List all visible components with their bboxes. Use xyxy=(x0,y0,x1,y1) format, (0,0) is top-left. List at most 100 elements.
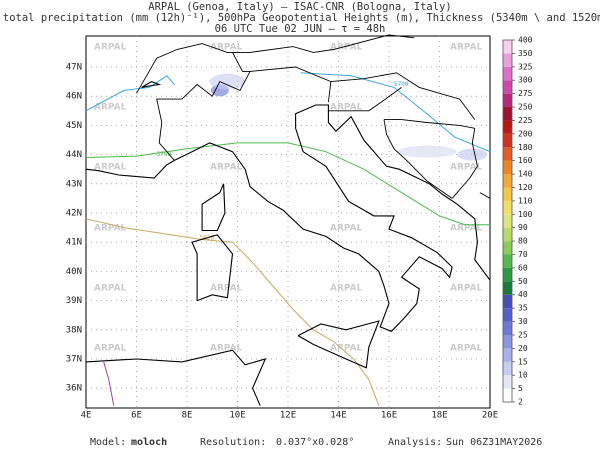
lon-label: 14E xyxy=(330,411,346,421)
colorbar-label: 40 xyxy=(518,290,528,299)
watermark: ARPAL xyxy=(94,103,127,113)
lon-label: 6E xyxy=(131,411,142,421)
coastline xyxy=(297,320,380,369)
watermark: ARPAL xyxy=(450,284,483,294)
lat-label: 41N xyxy=(66,238,82,248)
watermark: ARPAL xyxy=(94,284,127,294)
lat-label: 40N xyxy=(66,267,82,277)
colorbar-label: 100 xyxy=(518,210,533,219)
lon-label: 10E xyxy=(229,411,245,421)
colorbar-label: 35 xyxy=(518,304,528,313)
contour-line xyxy=(103,361,115,406)
watermark: ARPAL xyxy=(450,224,483,234)
colorbar-swatch xyxy=(503,120,512,134)
header-line: 06 UTC Tue 02 JUN – τ = 48h xyxy=(215,23,386,35)
colorbar-label: 200 xyxy=(518,129,533,138)
contour-line xyxy=(85,142,490,226)
watermark: ARPAL xyxy=(330,43,363,53)
colorbar-swatch xyxy=(503,133,512,148)
colorbar-swatch xyxy=(503,80,512,94)
colorbar-swatch xyxy=(503,281,512,295)
colorbar-label: 225 xyxy=(518,116,533,125)
border xyxy=(156,66,332,161)
watermark: ARPAL xyxy=(94,344,127,354)
lat-label: 39N xyxy=(66,296,82,306)
border xyxy=(330,72,476,120)
watermark: ARPAL xyxy=(450,344,483,354)
precip-area xyxy=(396,145,457,158)
colorbar-label: 90 xyxy=(518,223,528,232)
watermark: ARPAL xyxy=(330,284,363,294)
colorbar-swatch xyxy=(503,214,512,228)
header-line: ARPAL (Genoa, Italy) — ISAC-CNR (Bologna… xyxy=(148,1,451,13)
lat-label: 43N xyxy=(66,179,82,189)
lon-label: 12E xyxy=(280,411,296,421)
watermark: ARPAL xyxy=(94,224,127,234)
colorbar-label: 250 xyxy=(518,103,533,112)
contour-line xyxy=(85,75,175,112)
lat-label: 36N xyxy=(66,384,82,394)
lon-label: 8E xyxy=(182,411,193,421)
colorbar-label: 350 xyxy=(518,49,533,58)
colorbar-swatch xyxy=(503,147,512,161)
contour-label: 5700 xyxy=(394,81,409,88)
colorbar-label: 2 xyxy=(518,398,523,407)
watermark: ARPAL xyxy=(330,344,363,354)
footer-label: Resolution: xyxy=(200,437,266,448)
colorbar-swatch xyxy=(503,348,512,362)
colorbar-swatch xyxy=(503,375,512,389)
border xyxy=(328,87,402,112)
colorbar-frame xyxy=(502,39,513,403)
footer-value: Sun 06Z31MAY2026 xyxy=(446,437,542,448)
lon-label: 16E xyxy=(381,411,397,421)
colorbar-swatch xyxy=(503,321,512,335)
colorbar-label: 160 xyxy=(518,156,533,165)
border xyxy=(479,192,491,199)
border xyxy=(383,119,453,199)
coastline xyxy=(85,349,267,406)
colorbar-label: 275 xyxy=(518,89,533,98)
colorbar-label: 400 xyxy=(518,36,533,45)
colorbar-swatch xyxy=(503,200,512,215)
lat-label: 44N xyxy=(66,150,82,160)
lat-label: 47N xyxy=(66,63,82,73)
colorbar-label: 80 xyxy=(518,237,528,246)
colorbar-swatch xyxy=(503,227,512,242)
colorbar: 2510152025303540506070809010011012014016… xyxy=(502,36,533,407)
colorbar-swatch xyxy=(503,334,512,349)
colorbar-label: 300 xyxy=(518,76,533,85)
coastline xyxy=(191,234,234,302)
colorbar-label: 70 xyxy=(518,250,528,259)
contour-line xyxy=(85,218,380,406)
colorbar-label: 10 xyxy=(518,371,528,380)
colorbar-label: 110 xyxy=(518,196,533,205)
colorbar-label: 140 xyxy=(518,170,533,179)
border xyxy=(384,119,475,129)
map: 4E 6E 8E 10E 12E 14E 16E 18E 20E 36N 37N 38N 39N 40N 4… xyxy=(66,34,498,421)
colorbar-swatch xyxy=(503,361,512,376)
colorbar-swatch xyxy=(503,66,512,81)
watermark: ARPAL xyxy=(94,43,127,53)
border xyxy=(451,128,478,199)
colorbar-label: 325 xyxy=(518,62,533,71)
watermark: ARPAL xyxy=(210,284,243,294)
colorbar-swatch xyxy=(503,294,512,309)
lon-label: 20E xyxy=(482,411,498,421)
precip-area xyxy=(209,73,246,90)
colorbar-swatch xyxy=(503,241,512,255)
lat-label: 46N xyxy=(66,92,82,102)
watermark: ARPAL xyxy=(210,344,243,354)
watermark: ARPAL xyxy=(450,43,483,53)
lat-label: 45N xyxy=(66,121,82,131)
watermark: ARPAL xyxy=(450,163,483,173)
contour-line xyxy=(300,72,491,153)
colorbar-swatch xyxy=(503,93,512,108)
colorbar-label: 25 xyxy=(518,330,528,339)
watermark: ARPAL xyxy=(210,163,243,173)
colorbar-swatch xyxy=(503,388,512,402)
lat-label: 42N xyxy=(66,209,82,219)
watermark: ARPAL xyxy=(94,163,127,173)
watermark: ARPAL xyxy=(330,103,363,113)
footer-label: Model: xyxy=(90,437,126,448)
